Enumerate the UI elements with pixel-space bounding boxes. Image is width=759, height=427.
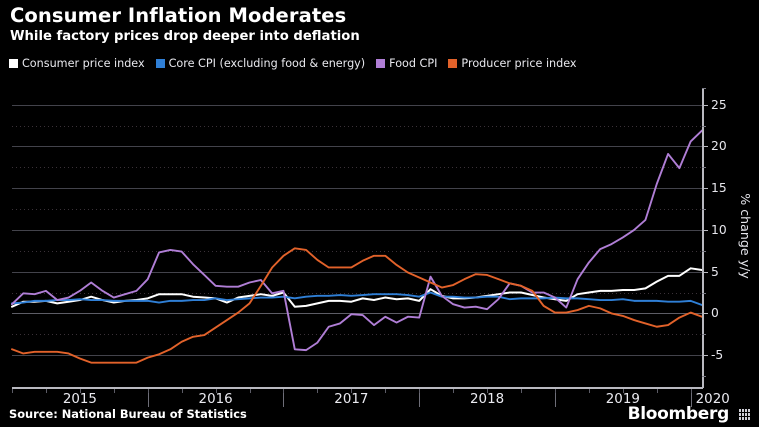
- gridline: [12, 271, 702, 273]
- gridline: [12, 146, 702, 148]
- y-tick-label: 15: [711, 181, 727, 196]
- gridline: [12, 229, 702, 231]
- y-axis-title: % change y/y: [738, 193, 753, 279]
- y-tick: [702, 271, 708, 273]
- x-minor-tick: [690, 389, 692, 393]
- series-line-1: [11, 291, 703, 306]
- x-tick: [147, 389, 149, 407]
- x-minor-tick: [521, 389, 523, 393]
- y-tick: [702, 229, 708, 231]
- chart-legend: Consumer price index Core CPI (excluding …: [9, 57, 577, 70]
- x-axis-line: [12, 387, 703, 389]
- legend-label: Producer price index: [461, 57, 577, 70]
- minor-gridline: [12, 334, 702, 336]
- minor-gridline: [12, 292, 702, 294]
- x-minor-tick: [351, 389, 353, 393]
- x-minor-tick: [45, 389, 47, 393]
- gridline: [12, 355, 702, 357]
- x-minor-tick: [622, 389, 624, 393]
- y-tick: [702, 146, 708, 148]
- x-tick-label: 2015: [62, 392, 97, 407]
- x-minor-tick: [79, 389, 81, 393]
- x-minor-tick: [588, 389, 590, 393]
- bloomberg-terminal-icon: [738, 408, 751, 421]
- x-minor-tick: [249, 389, 251, 393]
- x-minor-tick: [283, 389, 285, 393]
- y-tick-label: -5: [711, 348, 724, 363]
- legend-item-1[interactable]: Core CPI (excluding food & energy): [155, 57, 366, 70]
- y-tick-label: 10: [711, 222, 727, 237]
- x-tick: [283, 389, 285, 407]
- minor-gridline: [12, 167, 702, 169]
- x-minor-tick: [453, 389, 455, 393]
- y-tick-label: 5: [711, 264, 719, 279]
- minor-gridline: [12, 125, 702, 127]
- y-axis-line: [702, 88, 704, 388]
- legend-label: Food CPI: [389, 57, 438, 70]
- source-note: Source: National Bureau of Statistics: [9, 407, 247, 421]
- x-tick-label: 2016: [198, 392, 233, 407]
- chart-header: Consumer Inflation Moderates While facto…: [10, 4, 759, 46]
- y-tick: [702, 104, 708, 106]
- x-minor-tick: [113, 389, 115, 393]
- y-tick-label: 20: [711, 139, 727, 154]
- bloomberg-wordmark: Bloomberg: [627, 404, 730, 424]
- y-tick: [702, 313, 708, 315]
- x-tick-label: 2018: [470, 392, 505, 407]
- minor-gridline: [12, 250, 702, 252]
- x-tick-label: 2020: [695, 392, 730, 407]
- legend-item-2[interactable]: Food CPI: [376, 57, 437, 70]
- x-minor-tick: [656, 389, 658, 393]
- y-tick: [702, 188, 708, 190]
- y-minor-tick: [702, 376, 706, 377]
- legend-item-3[interactable]: Producer price index: [448, 57, 577, 70]
- y-minor-tick: [702, 334, 706, 336]
- plot-area: [11, 88, 703, 376]
- y-tick-label: 25: [711, 97, 727, 112]
- y-tick-label: 0: [711, 306, 719, 321]
- chart-title: Consumer Inflation Moderates: [10, 4, 347, 27]
- top-divider: [0, 0, 759, 3]
- legend-label: Consumer price index: [22, 57, 145, 70]
- legend-item-0[interactable]: Consumer price index: [9, 57, 145, 70]
- series-lines: [11, 129, 703, 364]
- x-tick: [690, 389, 692, 407]
- x-minor-tick: [147, 389, 149, 393]
- x-minor-tick: [12, 389, 13, 393]
- y-minor-tick: [702, 209, 706, 211]
- x-minor-tick: [215, 389, 217, 393]
- x-tick: [419, 389, 421, 407]
- y-minor-tick: [702, 292, 706, 294]
- series-line-2: [11, 129, 703, 352]
- x-tick: [554, 389, 556, 407]
- x-minor-tick: [487, 389, 489, 393]
- gridline: [12, 188, 702, 190]
- y-minor-tick: [702, 167, 706, 169]
- x-tick-label: 2017: [334, 392, 369, 407]
- x-minor-tick: [554, 389, 556, 393]
- chart-subtitle: While factory prices drop deeper into de…: [10, 29, 360, 44]
- x-minor-tick: [181, 389, 183, 393]
- series-line-3: [11, 247, 703, 364]
- y-tick: [702, 355, 708, 357]
- x-tick-label: 2019: [605, 392, 640, 407]
- legend-swatch-icon: [155, 59, 165, 68]
- minor-gridline: [12, 209, 702, 211]
- legend-swatch-icon: [376, 59, 386, 68]
- y-minor-tick: [702, 125, 706, 127]
- legend-swatch-icon: [9, 59, 18, 68]
- x-minor-tick: [419, 389, 421, 393]
- x-minor-tick: [317, 389, 319, 393]
- y-minor-tick: [702, 250, 706, 252]
- y-minor-tick: [702, 88, 706, 89]
- legend-swatch-icon: [448, 59, 458, 68]
- x-minor-tick: [385, 389, 387, 393]
- legend-label: Core CPI (excluding food & energy): [168, 57, 366, 70]
- gridline: [12, 104, 702, 106]
